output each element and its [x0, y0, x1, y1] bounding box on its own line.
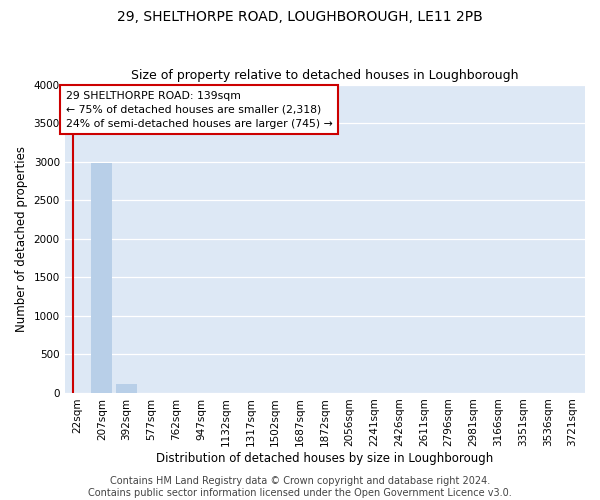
Text: Contains HM Land Registry data © Crown copyright and database right 2024.
Contai: Contains HM Land Registry data © Crown c… [88, 476, 512, 498]
Bar [91, 163, 112, 393]
Bar [116, 384, 137, 393]
X-axis label: Distribution of detached houses by size in Loughborough: Distribution of detached houses by size … [156, 452, 493, 465]
Text: 29, SHELTHORPE ROAD, LOUGHBOROUGH, LE11 2PB: 29, SHELTHORPE ROAD, LOUGHBOROUGH, LE11 … [117, 10, 483, 24]
Text: 29 SHELTHORPE ROAD: 139sqm
← 75% of detached houses are smaller (2,318)
24% of s: 29 SHELTHORPE ROAD: 139sqm ← 75% of deta… [66, 90, 332, 128]
Title: Size of property relative to detached houses in Loughborough: Size of property relative to detached ho… [131, 69, 518, 82]
Y-axis label: Number of detached properties: Number of detached properties [15, 146, 28, 332]
